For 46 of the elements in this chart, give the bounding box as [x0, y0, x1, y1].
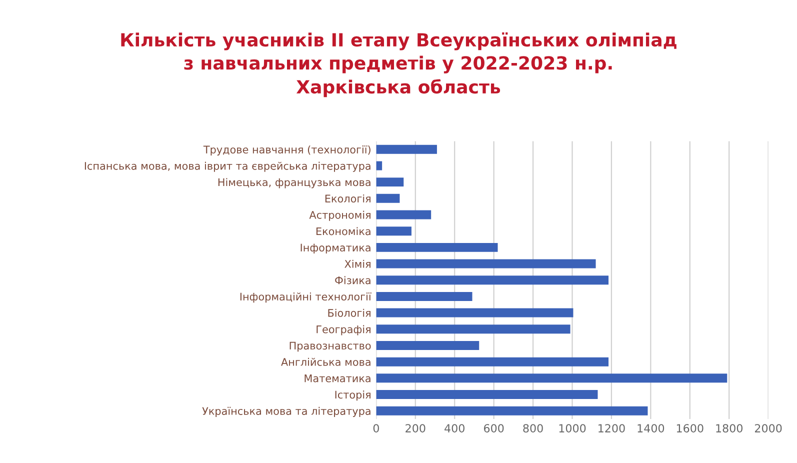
- x-tick-label: 400: [444, 424, 464, 432]
- bar: [376, 406, 648, 416]
- x-tick-label: 600: [484, 424, 504, 432]
- y-tick-label: Фізика: [335, 276, 370, 284]
- y-tick-label: Екологія: [325, 194, 370, 203]
- bar: [376, 292, 472, 301]
- x-tick-label: 2000: [754, 424, 782, 432]
- y-tick-label: Іспанська мова, мова іврит та єврейська література: [84, 162, 370, 172]
- bar: [376, 374, 728, 383]
- y-tick-label: Історія: [335, 390, 370, 401]
- x-tick-label: 800: [523, 424, 543, 432]
- y-tick-label: Географія: [316, 325, 370, 336]
- bar: [376, 340, 480, 350]
- x-tick-label: 0: [373, 424, 379, 432]
- bar: [376, 210, 432, 220]
- y-tick-label: Правознавство: [290, 342, 371, 352]
- y-tick-label: Інформаційні технології: [240, 292, 372, 303]
- y-tick-label: Українська мова та література: [202, 406, 370, 417]
- bar: [376, 259, 596, 268]
- bar: [376, 276, 609, 285]
- y-tick-label: Математика: [304, 374, 370, 382]
- y-tick-label: Економіка: [316, 227, 370, 236]
- x-tick-label: 1200: [598, 424, 625, 432]
- bar: [376, 144, 437, 154]
- y-tick-label: Інформатика: [300, 244, 370, 254]
- x-tick-label: 1600: [676, 424, 704, 432]
- bar: [376, 226, 412, 236]
- y-tick-label: Трудове навчання (технології): [203, 145, 370, 156]
- y-tick-label: Біологія: [328, 308, 370, 317]
- x-tick-label: 1400: [638, 424, 664, 432]
- y-tick-label: Англійська мова: [281, 358, 370, 366]
- bar: [376, 308, 574, 318]
- x-tick-label: 200: [406, 424, 426, 432]
- y-tick-label: Німецька, французька мова: [218, 178, 370, 188]
- bar: [376, 242, 498, 252]
- bar: [376, 324, 570, 334]
- chart-title: Кількість учасників ІІ етапу Всеукраїнських олімпіад з навчальних предметів у 2022-2023 н.р. Харківська область: [121, 32, 676, 98]
- y-tick-label: Хімія: [344, 260, 370, 268]
- bar: [376, 194, 400, 203]
- y-tick-label: Астрономія: [309, 210, 370, 221]
- bar: [376, 178, 404, 187]
- x-tick-label: 1800: [716, 424, 742, 432]
- bar: [376, 161, 382, 170]
- x-tick-label: 1000: [559, 424, 586, 432]
- bar: [376, 357, 609, 366]
- bar: [376, 390, 598, 399]
